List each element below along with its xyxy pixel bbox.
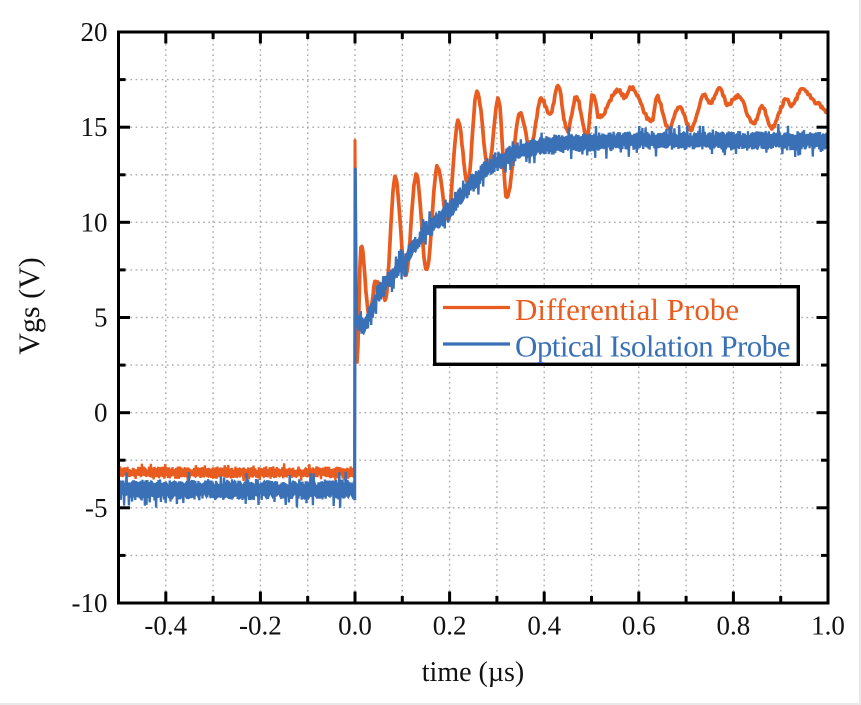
svg-text:-0.2: -0.2 [239,611,282,641]
svg-text:10: 10 [81,207,108,237]
svg-text:0.4: 0.4 [527,611,561,641]
svg-text:0.8: 0.8 [717,611,751,641]
svg-text:15: 15 [81,112,108,142]
svg-text:Optical Isolation Probe: Optical Isolation Probe [515,329,790,364]
svg-text:20: 20 [81,17,108,47]
svg-text:Vgs (V): Vgs (V) [13,257,46,355]
svg-text:0: 0 [94,398,108,428]
svg-text:0.0: 0.0 [338,611,372,641]
svg-text:Differential Probe: Differential Probe [515,292,739,327]
svg-text:-0.4: -0.4 [144,611,187,641]
svg-text:0.2: 0.2 [433,611,467,641]
svg-text:time (µs): time (µs) [422,657,524,688]
svg-text:-10: -10 [72,588,108,618]
svg-text:1.0: 1.0 [811,611,845,641]
svg-text:0.6: 0.6 [622,611,656,641]
svg-text:-5: -5 [85,493,108,523]
svg-text:5: 5 [94,303,108,333]
